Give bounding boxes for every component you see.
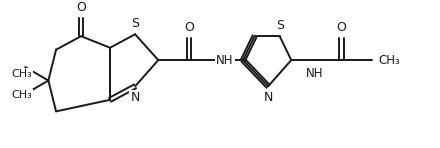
Text: S: S: [276, 18, 284, 32]
Text: CH₃: CH₃: [11, 90, 32, 100]
Text: O: O: [184, 21, 194, 34]
Text: O: O: [76, 1, 86, 14]
Text: NH: NH: [216, 54, 234, 67]
Text: O: O: [337, 21, 346, 34]
Text: S: S: [131, 17, 139, 30]
Text: NH: NH: [306, 67, 323, 80]
Text: N: N: [130, 91, 140, 104]
Text: CH₃: CH₃: [378, 54, 400, 67]
Text: CH₃: CH₃: [11, 69, 32, 79]
Text: N: N: [264, 91, 273, 104]
